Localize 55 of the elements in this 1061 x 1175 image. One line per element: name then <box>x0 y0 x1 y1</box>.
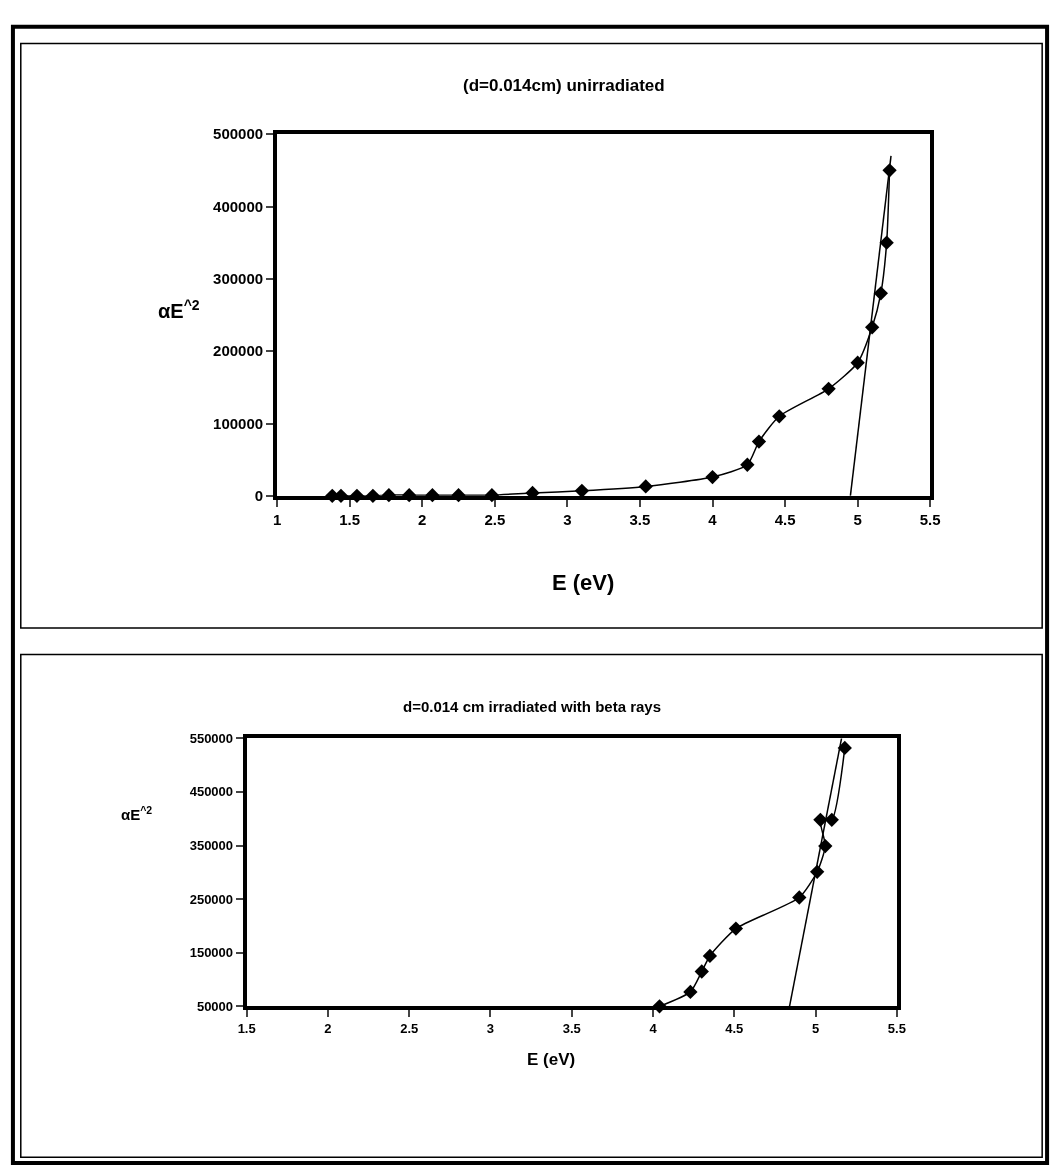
point <box>837 740 852 756</box>
x-tick-label: 4.5 <box>774 510 796 528</box>
point <box>792 890 807 905</box>
x-tick-label: 2 <box>324 1020 332 1036</box>
x-tick-label: 1.5 <box>237 1020 256 1036</box>
x-tick-label: 5 <box>853 510 862 528</box>
point <box>850 355 865 370</box>
x-tick-label: 2 <box>418 510 427 528</box>
y-tick-label: 400000 <box>213 197 264 215</box>
x-tick-label: 1.5 <box>339 510 361 528</box>
point <box>702 948 718 964</box>
x-tick-label: 4 <box>649 1020 658 1036</box>
x-axis-title: E (eV) <box>527 1050 576 1069</box>
x-tick-label: 5 <box>811 1020 820 1036</box>
y-tick-label: 100000 <box>213 414 264 432</box>
x-tick-label: 3.5 <box>562 1020 581 1036</box>
point <box>638 479 653 494</box>
chart-title: (d=0.014cm) unirradiated <box>463 76 665 95</box>
point <box>683 984 698 1000</box>
x-axis-title: E (eV) <box>552 570 615 595</box>
y-tick-label: 300000 <box>213 270 264 288</box>
x-tick-label: 4 <box>708 510 718 528</box>
x-tick-label: 3 <box>563 510 572 528</box>
y-tick-label: 450000 <box>189 784 234 800</box>
y-tick-label: 250000 <box>189 891 234 907</box>
x-tick-label: 3 <box>486 1020 495 1036</box>
point <box>728 921 744 936</box>
point <box>574 483 590 498</box>
y-tick-label: 50000 <box>196 998 234 1014</box>
y-tick-label: 350000 <box>189 838 234 854</box>
point <box>879 235 894 250</box>
chart-title: d=0.014 cm irradiated with beta rays <box>403 698 662 715</box>
point <box>772 409 787 424</box>
point <box>818 838 833 854</box>
x-tick-label: 3.5 <box>629 510 651 528</box>
x-tick-label: 1 <box>272 510 282 528</box>
x-tick-label: 2.5 <box>484 510 506 528</box>
y-tick-label: 150000 <box>189 945 234 961</box>
y-tick-label: 500000 <box>213 125 264 143</box>
x-tick-label: 5.5 <box>919 510 941 528</box>
point <box>740 457 755 472</box>
x-tick-label: 5.5 <box>887 1020 906 1036</box>
point <box>751 434 767 449</box>
point <box>824 812 839 827</box>
point <box>705 469 720 485</box>
y-axis-title: αE$^{^2}$ <box>121 804 153 824</box>
point <box>821 381 836 396</box>
x-tick-label: 2.5 <box>400 1020 419 1036</box>
y-axis-title: αE$^{^2}$ <box>158 297 200 323</box>
x-tick-label: 4.5 <box>725 1020 744 1036</box>
y-tick-label: 550000 <box>189 730 234 746</box>
point <box>873 286 889 301</box>
y-tick-label: 200000 <box>213 342 264 360</box>
y-tick-label: 0 <box>254 487 264 505</box>
point <box>694 964 709 979</box>
